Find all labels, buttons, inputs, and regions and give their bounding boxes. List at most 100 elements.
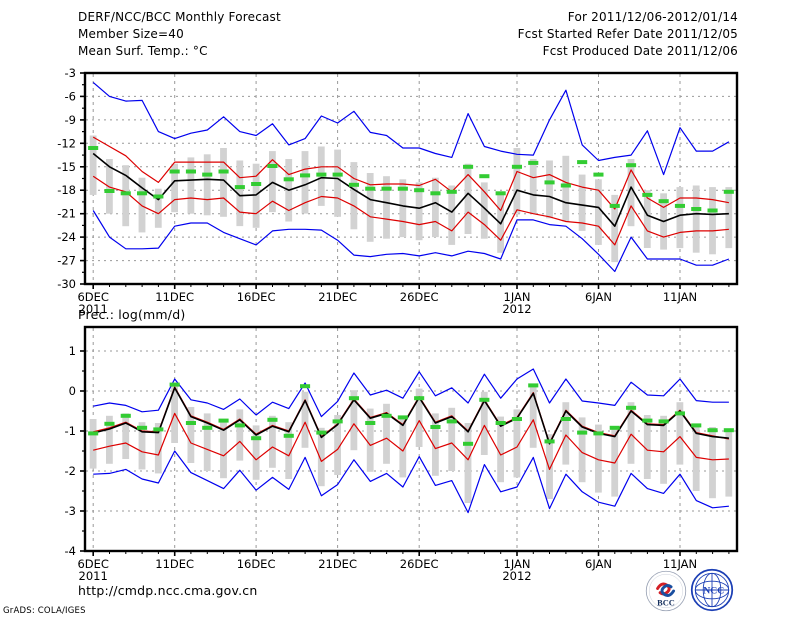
series-line [92,136,730,212]
range-bar [448,407,456,471]
observed-dash [593,172,604,177]
x-year-label: 2011 [79,569,108,583]
range-bar [122,413,130,459]
observed-dash [691,423,702,428]
observed-dash [430,191,441,196]
observed-dash [283,433,294,438]
observed-dash [365,421,376,425]
y-tick-label: -24 [57,230,76,244]
observed-dash [691,207,702,211]
range-bar [480,182,488,239]
observed-dash [120,191,131,196]
observed-dash [381,413,392,418]
range-bar [709,427,716,499]
range-bar [643,415,651,479]
range-bar [415,388,423,447]
range-bar [383,176,390,239]
observed-dash [658,199,669,204]
range-bar [432,177,439,238]
range-bar [546,434,553,499]
observed-dash [169,169,180,174]
x-tick-label: 1JAN [504,290,531,304]
y-tick-label: -4 [65,544,76,558]
observed-dash [658,419,669,424]
observed-dash [348,182,359,187]
x-tick-label: 6DEC [77,557,108,571]
observed-dash [267,417,278,422]
range-bar [187,157,195,214]
svg-text:NCC: NCC [703,586,724,597]
source-url[interactable]: http://cmdp.ncc.cma.gov.cn [78,583,258,598]
x-tick-label: 11DEC [155,290,194,304]
range-bar [692,185,700,253]
range-bar [122,165,130,227]
y-tick-label: -27 [57,254,76,268]
observed-dash [577,160,588,165]
range-bar [269,415,276,468]
observed-dash [609,425,620,430]
series-line [92,175,729,246]
range-bar [383,403,390,464]
x-tick-label: 16DEC [237,557,276,571]
x-tick-label: 21DEC [318,290,357,304]
range-bar [432,413,439,476]
range-bar [725,429,733,497]
range-bar [595,424,602,493]
svg-text:BCC: BCC [657,598,675,607]
series-line [92,152,729,227]
range-bar [350,390,358,451]
x-year-label: 2012 [502,569,531,583]
observed-dash [251,436,262,441]
observed-dash [463,441,474,446]
observed-dash [626,405,637,410]
range-bar [366,408,374,472]
observed-dash [560,183,571,188]
observed-dash [495,421,506,425]
y-tick-label: -3 [65,504,76,518]
y-tick-label: -30 [57,277,76,291]
forecast-started-label: Fcst Started Refer Date 2011/12/05 [517,27,738,41]
observed-dash [479,397,490,402]
observed-dash [495,191,506,196]
series-line [93,386,729,445]
observed-dash [348,396,359,401]
observed-dash [251,182,262,186]
observed-dash [463,164,474,169]
range-bar [334,415,341,475]
series-line [92,210,730,273]
range-bar [301,391,309,448]
observed-dash [642,192,653,197]
range-bar [497,416,504,483]
observed-dash [430,425,441,429]
observed-dash [707,428,718,433]
range-bar [480,391,488,455]
range-bar [578,174,586,231]
range-bar [187,407,195,463]
x-tick-label: 6JAN [585,290,612,304]
range-bar [89,135,97,195]
observed-dash [218,169,229,174]
observed-dash [332,419,343,424]
series-line [93,450,729,514]
observed-dash [234,185,245,190]
range-bar [529,384,537,448]
range-bar [562,155,570,222]
observed-dash [479,174,490,179]
y-tick-label: -6 [65,89,76,103]
observed-dash [528,383,539,388]
observed-dash [609,203,620,208]
x-tick-label: 26DEC [400,290,439,304]
observed-dash [397,186,408,191]
forecast-range-label: For 2011/12/06-2012/01/14 [567,10,738,24]
observed-dash [674,203,685,208]
member-size-label: Member Size=40 [78,27,184,41]
series-line [92,81,730,176]
range-bar [529,159,537,214]
observed-dash [577,430,588,435]
range-bar [513,148,521,214]
y-tick-label: 0 [69,384,76,398]
range-bar [252,425,260,480]
observed-dash [234,423,245,428]
